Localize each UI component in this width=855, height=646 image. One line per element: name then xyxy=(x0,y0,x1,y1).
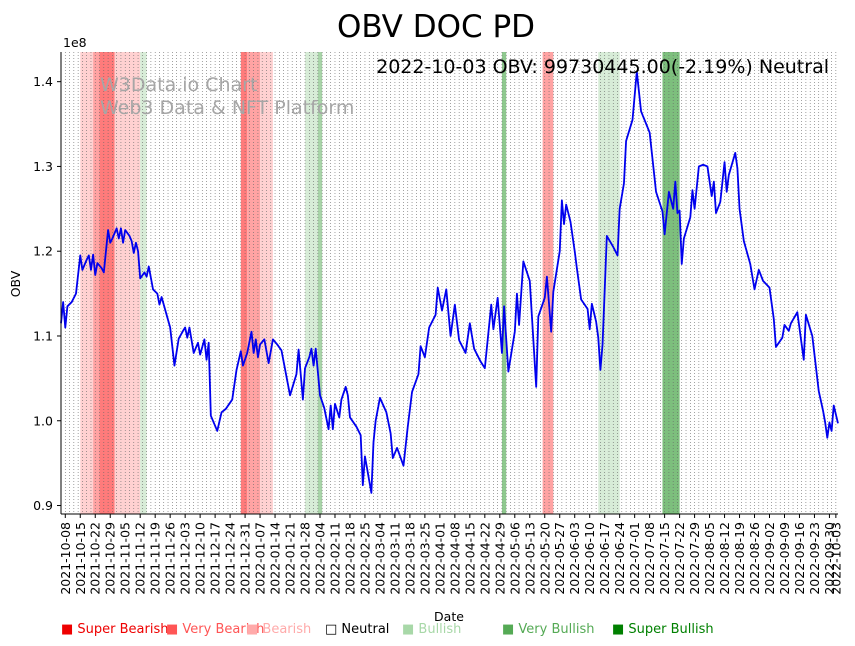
signal-band-3 xyxy=(114,52,130,514)
x-tick-label: 2022-04-01 xyxy=(432,522,447,595)
x-tick-label: 2021-12-03 xyxy=(178,522,193,595)
signal-bands xyxy=(80,52,680,514)
x-tick-label: 2022-06-24 xyxy=(612,522,627,595)
x-tick-label: 2021-11-19 xyxy=(148,522,163,595)
x-tick-label: 2022-02-25 xyxy=(357,522,372,595)
legend-item: ■ Very Bearish xyxy=(166,622,264,637)
chart-subtitle: 2022-10-03 OBV: 99730445.00(-2.19%) Neut… xyxy=(376,56,829,78)
x-tick-label: 2022-09-30 xyxy=(822,522,837,595)
x-tick-label: 2022-01-07 xyxy=(253,522,268,595)
legend-item: □ Neutral xyxy=(325,622,389,637)
x-tick-label: 2021-11-26 xyxy=(163,522,178,595)
x-tick-label: 2022-09-23 xyxy=(807,522,822,595)
y-tick-label: 1.3 xyxy=(33,159,53,174)
vertical-grid xyxy=(64,52,837,514)
legend-item: ■ Very Bullish xyxy=(502,622,594,637)
x-tick-label: 2022-07-01 xyxy=(627,522,642,595)
x-tick-label: 2022-08-12 xyxy=(717,522,732,595)
x-tick-label: 2022-05-06 xyxy=(507,522,522,595)
obv-line xyxy=(60,70,839,494)
x-tick-label: 2022-09-16 xyxy=(792,522,807,595)
x-tick-label: 2022-09-02 xyxy=(762,522,777,595)
x-tick-label: 2022-03-25 xyxy=(417,522,432,595)
signal-legend: ■ Super Bearish■ Very Bearish■ Bearish □ … xyxy=(61,622,714,637)
x-tick-label: 2021-12-31 xyxy=(238,522,253,595)
y-multiplier-label: 1e8 xyxy=(63,35,87,50)
signal-band-9 xyxy=(305,52,318,514)
y-tick-label: 1.1 xyxy=(33,328,53,343)
legend-item: ■ Super Bearish xyxy=(61,622,169,637)
x-tick-label: 2022-07-08 xyxy=(642,522,657,595)
x-tick-label: 2021-10-29 xyxy=(103,522,118,595)
legend-item: ■ Super Bullish xyxy=(612,622,714,637)
signal-band-2 xyxy=(99,52,115,514)
x-tick-label: 2021-11-12 xyxy=(133,522,148,595)
x-tick-label: 2022-02-11 xyxy=(327,522,342,595)
x-tick-label: 2022-05-13 xyxy=(522,522,537,595)
x-tick-label: 2021-10-15 xyxy=(73,522,88,595)
x-tick-label: 2022-06-03 xyxy=(567,522,582,595)
x-tick-label: 2022-01-14 xyxy=(268,522,283,595)
y-tick-label: 1.4 xyxy=(33,74,53,89)
x-tick-label: 2022-02-04 xyxy=(313,522,328,595)
x-axis-label: Date xyxy=(434,609,464,624)
x-tick-label: 2022-01-28 xyxy=(298,522,313,595)
x-tick-label: 2022-02-18 xyxy=(342,522,357,595)
x-tick-label: 2021-10-22 xyxy=(88,522,103,595)
x-tick-label: 2022-08-19 xyxy=(732,522,747,595)
x-tick-label: 2022-03-11 xyxy=(387,522,402,595)
x-tick-label: 2022-10-03 xyxy=(828,522,843,595)
legend-item: ■ Bullish xyxy=(402,622,461,637)
x-tick-label: 2021-11-05 xyxy=(118,522,133,595)
x-tick-label: 2022-06-17 xyxy=(597,522,612,595)
y-tick-label: 1.2 xyxy=(33,244,53,259)
signal-band-13 xyxy=(598,52,607,514)
x-tick-label: 2021-12-10 xyxy=(193,522,208,595)
chart-title: OBV DOC PD xyxy=(337,9,535,45)
x-tick-label: 2022-07-15 xyxy=(657,522,672,595)
signal-band-4 xyxy=(129,52,141,514)
x-tick-label: 2022-09-09 xyxy=(777,522,792,595)
x-tick-label: 2022-04-15 xyxy=(462,522,477,595)
x-tick-label: 2021-10-08 xyxy=(58,522,73,595)
x-tick-label: 2021-12-17 xyxy=(208,522,223,595)
x-tick-label: 2022-03-04 xyxy=(372,522,387,595)
y-tick-label: 0.9 xyxy=(33,498,53,513)
x-tick-label: 2022-04-29 xyxy=(492,522,507,595)
x-tick-label: 2022-03-18 xyxy=(402,522,417,595)
y-axis-ticks: 0.9 1.0 1.1 1.2 1.3 1.4 xyxy=(33,74,61,513)
x-tick-label: 2022-05-20 xyxy=(537,522,552,595)
signal-band-6 xyxy=(240,52,248,514)
x-tick-label: 2022-08-26 xyxy=(747,522,762,595)
x-tick-label: 2022-01-21 xyxy=(283,522,298,595)
x-tick-label: 2022-07-29 xyxy=(687,522,702,595)
x-tick-label: 2022-05-27 xyxy=(552,522,567,595)
x-tick-label: 2022-04-08 xyxy=(447,522,462,595)
signal-band-5 xyxy=(140,52,147,514)
x-axis-ticks: 2021-10-08 2021-10-15 2021-10-22 2021-10-29… xyxy=(58,514,843,595)
legend-item: ■ Bearish xyxy=(246,622,311,637)
signal-band-11 xyxy=(501,52,507,514)
signal-band-10 xyxy=(317,52,323,514)
y-axis-label: OBV xyxy=(8,270,23,297)
x-tick-label: 2022-07-22 xyxy=(672,522,687,595)
x-tick-label: 2022-04-22 xyxy=(477,522,492,595)
watermark-line-1: W3Data.io Chart xyxy=(100,74,257,96)
signal-band-15 xyxy=(662,52,680,514)
obv-series xyxy=(60,70,839,494)
y-tick-label: 1.0 xyxy=(33,413,53,428)
signal-band-1 xyxy=(93,52,100,514)
x-tick-label: 2022-08-05 xyxy=(702,522,717,595)
watermark-line-2: Web3 Data & NFT Platform xyxy=(100,97,354,119)
x-tick-label: 2022-06-10 xyxy=(582,522,597,595)
x-tick-label: 2021-12-24 xyxy=(223,522,238,595)
